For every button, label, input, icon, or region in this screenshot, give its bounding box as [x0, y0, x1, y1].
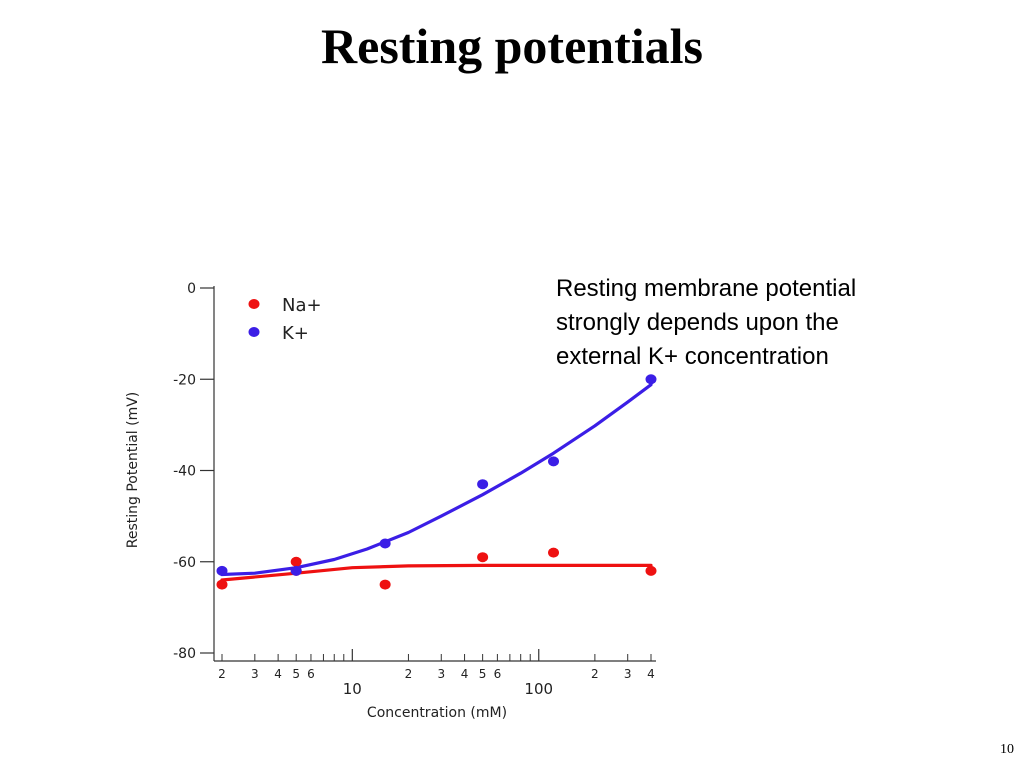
page-number: 10 [1000, 742, 1014, 757]
caption-text: Resting membrane potential strongly depe… [556, 272, 956, 374]
y-tick-label: -80 [173, 646, 196, 662]
na-legend-label: Na+ [282, 295, 322, 316]
caption-line: external K+ concentration [556, 343, 829, 370]
x-minor-tick-label: 6 [494, 667, 502, 681]
data-points [216, 374, 657, 590]
x-minor-tick-label: 4 [274, 667, 282, 681]
slide-title: Resting potentials [321, 18, 703, 74]
chart-axes: 0-20-40-60-802 3 4 5 6 2 3 4 5 6 2 3 410 100Concentra… [125, 281, 656, 721]
x-minor-tick-label: 2 [591, 667, 599, 681]
k-data-point [290, 565, 302, 576]
na-fit-line [220, 563, 653, 582]
y-tick-label: -60 [173, 555, 196, 571]
y-axis-title: Resting Potential (mV) [125, 392, 141, 549]
k-fit-line [220, 383, 653, 577]
x-axis-title: Concentration (mM) [367, 705, 507, 721]
k-data-point [548, 456, 560, 467]
x-minor-tick-label: 3 [251, 667, 259, 681]
k-data-point [379, 538, 391, 549]
na-data-point [477, 552, 489, 563]
x-minor-tick-label: 4 [647, 667, 655, 681]
k-data-point [216, 565, 228, 576]
k-data-point [645, 374, 657, 385]
na-data-point [548, 547, 560, 558]
caption-line: strongly depends upon the [556, 309, 839, 336]
x-minor-tick-label: 3 [624, 667, 632, 681]
na-data-point [290, 556, 302, 567]
x-major-tick-label: 10 [343, 680, 362, 698]
k-legend-marker [248, 327, 260, 337]
x-minor-tick-label: 2 [218, 667, 226, 681]
chart-legend: Na+ K+ [248, 295, 322, 344]
na-legend-marker [248, 299, 260, 309]
y-tick-label: -40 [173, 464, 196, 480]
x-minor-tick-label: 3 [437, 667, 445, 681]
fit-lines [220, 383, 653, 582]
x-minor-tick-label: 5 [479, 667, 487, 681]
caption-line: Resting membrane potential [556, 275, 857, 302]
y-tick-label: -20 [173, 372, 196, 388]
na-data-point [379, 579, 391, 590]
x-major-tick-label: 100 [524, 680, 553, 698]
na-data-point [216, 579, 228, 590]
y-tick-label: 0 [187, 281, 196, 297]
k-legend-label: K+ [282, 323, 309, 344]
x-minor-tick-label: 6 [307, 667, 315, 681]
na-data-point [645, 565, 657, 576]
x-minor-tick-label: 2 [405, 667, 413, 681]
x-minor-tick-label: 5 [292, 667, 300, 681]
x-minor-tick-label: 4 [461, 667, 469, 681]
k-data-point [477, 479, 489, 490]
